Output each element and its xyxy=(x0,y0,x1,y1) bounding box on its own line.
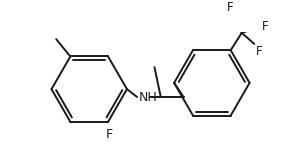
Text: F: F xyxy=(105,128,113,141)
Text: F: F xyxy=(256,45,263,58)
Text: NH: NH xyxy=(139,91,157,104)
Text: F: F xyxy=(227,1,234,14)
Text: F: F xyxy=(262,20,269,33)
